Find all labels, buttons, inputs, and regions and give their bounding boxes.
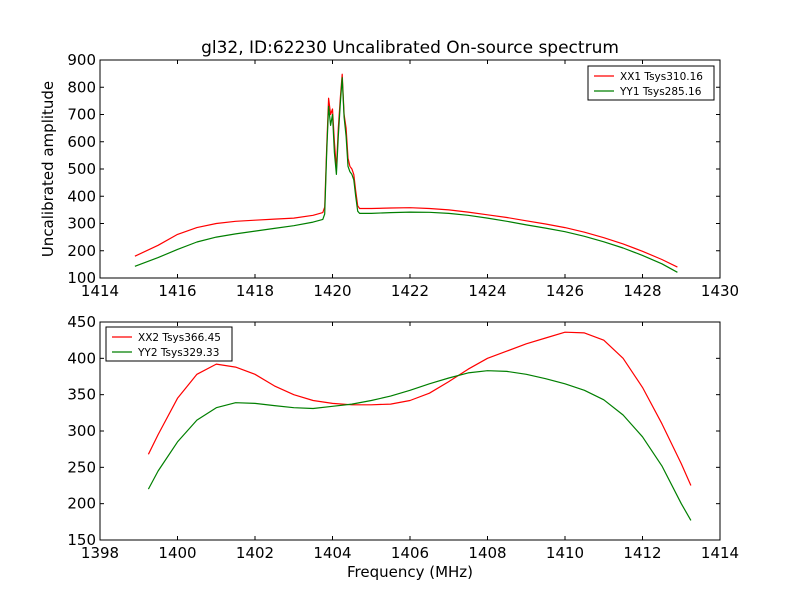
top-series-line-1 [134,77,678,273]
top-legend-label-0: XX1 Tsys310.16 [620,71,703,83]
bottom-y-tick-label: 200 [67,495,96,513]
top-x-tick-label: 1430 [701,282,739,300]
bottom-x-tick-label: 1410 [546,544,584,562]
top-y-tick-label: 500 [67,160,96,178]
bottom-x-axis-label: Frequency (MHz) [347,563,473,581]
bottom-x-tick-label: 1404 [313,544,351,562]
bottom-x-tick-label: 1402 [236,544,274,562]
bottom-x-tick-label: 1408 [468,544,506,562]
top-legend [587,65,715,101]
top-x-tick-label: 1420 [313,282,351,300]
bottom-x-tick-label: 1406 [391,544,429,562]
top-y-tick-label: 400 [67,187,96,205]
top-legend-label-1: YY1 Tsys285.16 [619,86,702,98]
top-x-tick-label: 1428 [623,282,661,300]
top-subplot: gl32, ID:62230 Uncalibrated On-source sp… [39,38,739,300]
bottom-y-tick-label: 150 [67,531,96,549]
top-y-tick-label: 100 [67,269,96,287]
bottom-series-line-0 [147,331,692,486]
bottom-y-tick-label: 300 [67,422,96,440]
top-y-axis-label: Uncalibrated amplitude [39,81,57,257]
top-y-tick-label: 800 [67,78,96,96]
bottom-legend-label-1: YY2 Tsys329.33 [137,347,219,359]
bottom-x-tick-label: 1412 [623,544,661,562]
top-x-tick-label: 1426 [546,282,584,300]
top-x-tick-label: 1414 [81,282,119,300]
bottom-x-tick-label: 1400 [158,544,196,562]
top-x-tick-label: 1416 [158,282,196,300]
top-x-tick-label: 1424 [468,282,506,300]
top-y-tick-label: 600 [67,133,96,151]
bottom-legend [105,326,233,362]
bottom-y-tick-label: 350 [67,386,96,404]
bottom-subplot: Frequency (MHz) 1398 1400 1402 1404 1406 1408… [67,313,739,581]
bottom-y-tick-label: 450 [67,313,96,331]
top-x-tick-label: 1418 [236,282,274,300]
bottom-x-tick-label: 1414 [701,544,739,562]
top-y-tick-label: 900 [67,51,96,69]
top-y-tick-label: 200 [67,242,96,260]
top-y-tick-label: 700 [67,106,96,124]
bottom-legend-label-0: XX2 Tsys366.45 [138,332,221,344]
top-y-tick-label: 300 [67,215,96,233]
top-chart-title: gl32, ID:62230 Uncalibrated On-source sp… [201,38,619,58]
bottom-x-tick-label: 1398 [81,544,119,562]
bottom-y-tick-label: 400 [67,349,96,367]
bottom-series-line-1 [147,370,692,521]
bottom-y-tick-label: 250 [67,458,96,476]
top-x-tick-label: 1422 [391,282,429,300]
